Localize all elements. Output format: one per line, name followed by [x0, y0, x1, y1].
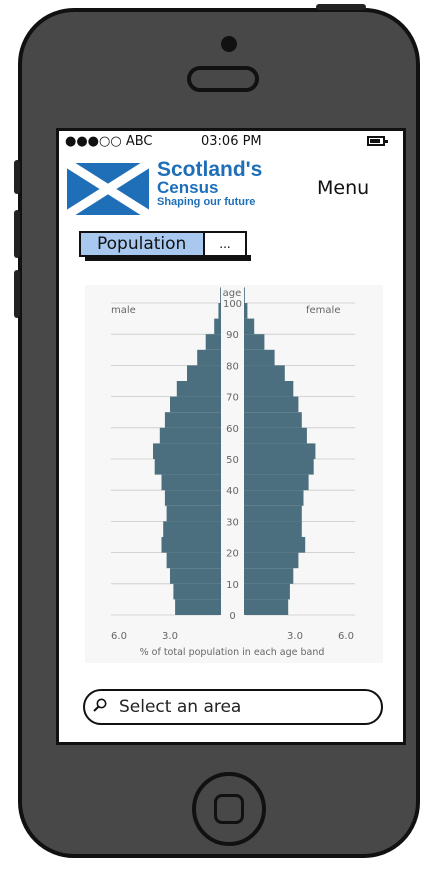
female-bar-5-9 [244, 583, 290, 600]
status-bar: ●●●○○ ABC 03:06 PM [59, 131, 403, 153]
female-bar-50-54 [244, 443, 316, 459]
female-bar-45-49 [244, 459, 314, 475]
age-axis-title: age [223, 288, 242, 299]
male-bar-75-79 [187, 365, 221, 381]
male-label: male [111, 305, 136, 316]
female-bar-15-19 [244, 552, 299, 569]
saltire-flag-logo [64, 159, 152, 219]
tab-population[interactable]: Population [79, 231, 205, 257]
status-time: 03:06 PM [201, 134, 262, 149]
female-bar-20-24 [244, 537, 306, 553]
female-bar-75-79 [244, 365, 285, 381]
male-bar-50-54 [153, 443, 221, 459]
x-tick-label: 6.0 [338, 631, 354, 642]
population-pyramid-chart: 0 10 20 30 40 50 60 70 80 90 100 age male female 6… [85, 285, 383, 663]
x-tick-label: 3.0 [162, 631, 178, 642]
age-tick-label: 90 [226, 330, 239, 341]
female-bar-55-59 [244, 427, 307, 444]
logo-title: Scotland's [157, 158, 263, 181]
female-bar-25-29 [244, 521, 302, 537]
female-bar-85-89 [244, 334, 265, 350]
female-bar-95-99 [244, 303, 248, 319]
male-bar-10-14 [170, 568, 221, 584]
age-tick-label: 80 [226, 361, 239, 372]
male-bar-80-84 [197, 349, 221, 366]
x-tick-label: 6.0 [111, 631, 127, 642]
female-bar-100+ [244, 287, 245, 303]
age-tick-label: 70 [226, 393, 239, 404]
female-bar-90-94 [244, 318, 255, 335]
chart-background [85, 285, 383, 663]
home-button[interactable] [192, 772, 266, 846]
x-tick-label: 3.0 [287, 631, 303, 642]
female-bar-30-34 [244, 505, 302, 522]
front-camera [221, 36, 237, 52]
male-bar-25-29 [163, 521, 221, 537]
female-bar-40-44 [244, 474, 309, 491]
female-bar-10-14 [244, 568, 294, 584]
female-bar-35-39 [244, 490, 304, 506]
male-bar-5-9 [173, 583, 221, 600]
male-bar-20-24 [161, 537, 221, 553]
tabs-shadow [85, 255, 251, 261]
mute-switch [14, 160, 20, 194]
male-bar-65-69 [170, 396, 221, 413]
phone-screen: ●●●○○ ABC 03:06 PM Scotland's Census Sha… [56, 128, 406, 745]
male-bar-15-19 [166, 552, 221, 569]
male-bar-85-89 [205, 334, 221, 350]
logo-subtitle: Census [157, 178, 219, 197]
female-bar-70-74 [244, 381, 294, 397]
male-bar-95-99 [218, 303, 221, 319]
male-bar-35-39 [164, 490, 221, 506]
age-tick-label: 40 [226, 486, 239, 497]
male-bar-30-34 [166, 505, 221, 522]
male-bar-0-4 [175, 599, 221, 615]
search-icon [93, 698, 107, 712]
tab-more[interactable]: ... [205, 231, 247, 257]
male-bar-60-64 [164, 412, 221, 428]
female-label: female [306, 305, 340, 316]
age-tick-label: 100 [223, 299, 242, 310]
female-bar-80-84 [244, 349, 275, 366]
battery-icon [367, 136, 388, 146]
census-logo-text: Scotland's Census Shaping our future [157, 159, 262, 208]
age-tick-label: 30 [226, 517, 239, 528]
male-bar-40-44 [161, 474, 221, 491]
female-bar-0-4 [244, 599, 289, 615]
home-square-icon [214, 794, 244, 824]
female-bar-65-69 [244, 396, 299, 413]
volume-down-button [14, 270, 20, 318]
age-tick-label: 50 [226, 455, 239, 466]
power-button [316, 4, 366, 10]
x-axis-title: % of total population in each age band [140, 647, 325, 658]
carrier-signal: ●●●○○ ABC [65, 134, 153, 149]
male-bar-100+ [220, 287, 221, 303]
age-tick-label: 60 [226, 424, 239, 435]
menu-button[interactable]: Menu [317, 177, 370, 199]
age-tick-label: 10 [226, 580, 239, 591]
female-bar-60-64 [244, 412, 302, 428]
male-bar-70-74 [176, 381, 221, 397]
male-bar-90-94 [214, 318, 221, 335]
earpiece-speaker [187, 66, 259, 92]
male-bar-55-59 [159, 427, 221, 444]
age-tick-label: 20 [226, 549, 239, 560]
search-placeholder: Select an area [119, 697, 242, 717]
male-bar-45-49 [154, 459, 221, 475]
area-search-field[interactable]: Select an area [83, 689, 383, 725]
age-tick-label: 0 [229, 611, 235, 622]
volume-up-button [14, 210, 20, 258]
logo-tagline: Shaping our future [157, 196, 256, 208]
